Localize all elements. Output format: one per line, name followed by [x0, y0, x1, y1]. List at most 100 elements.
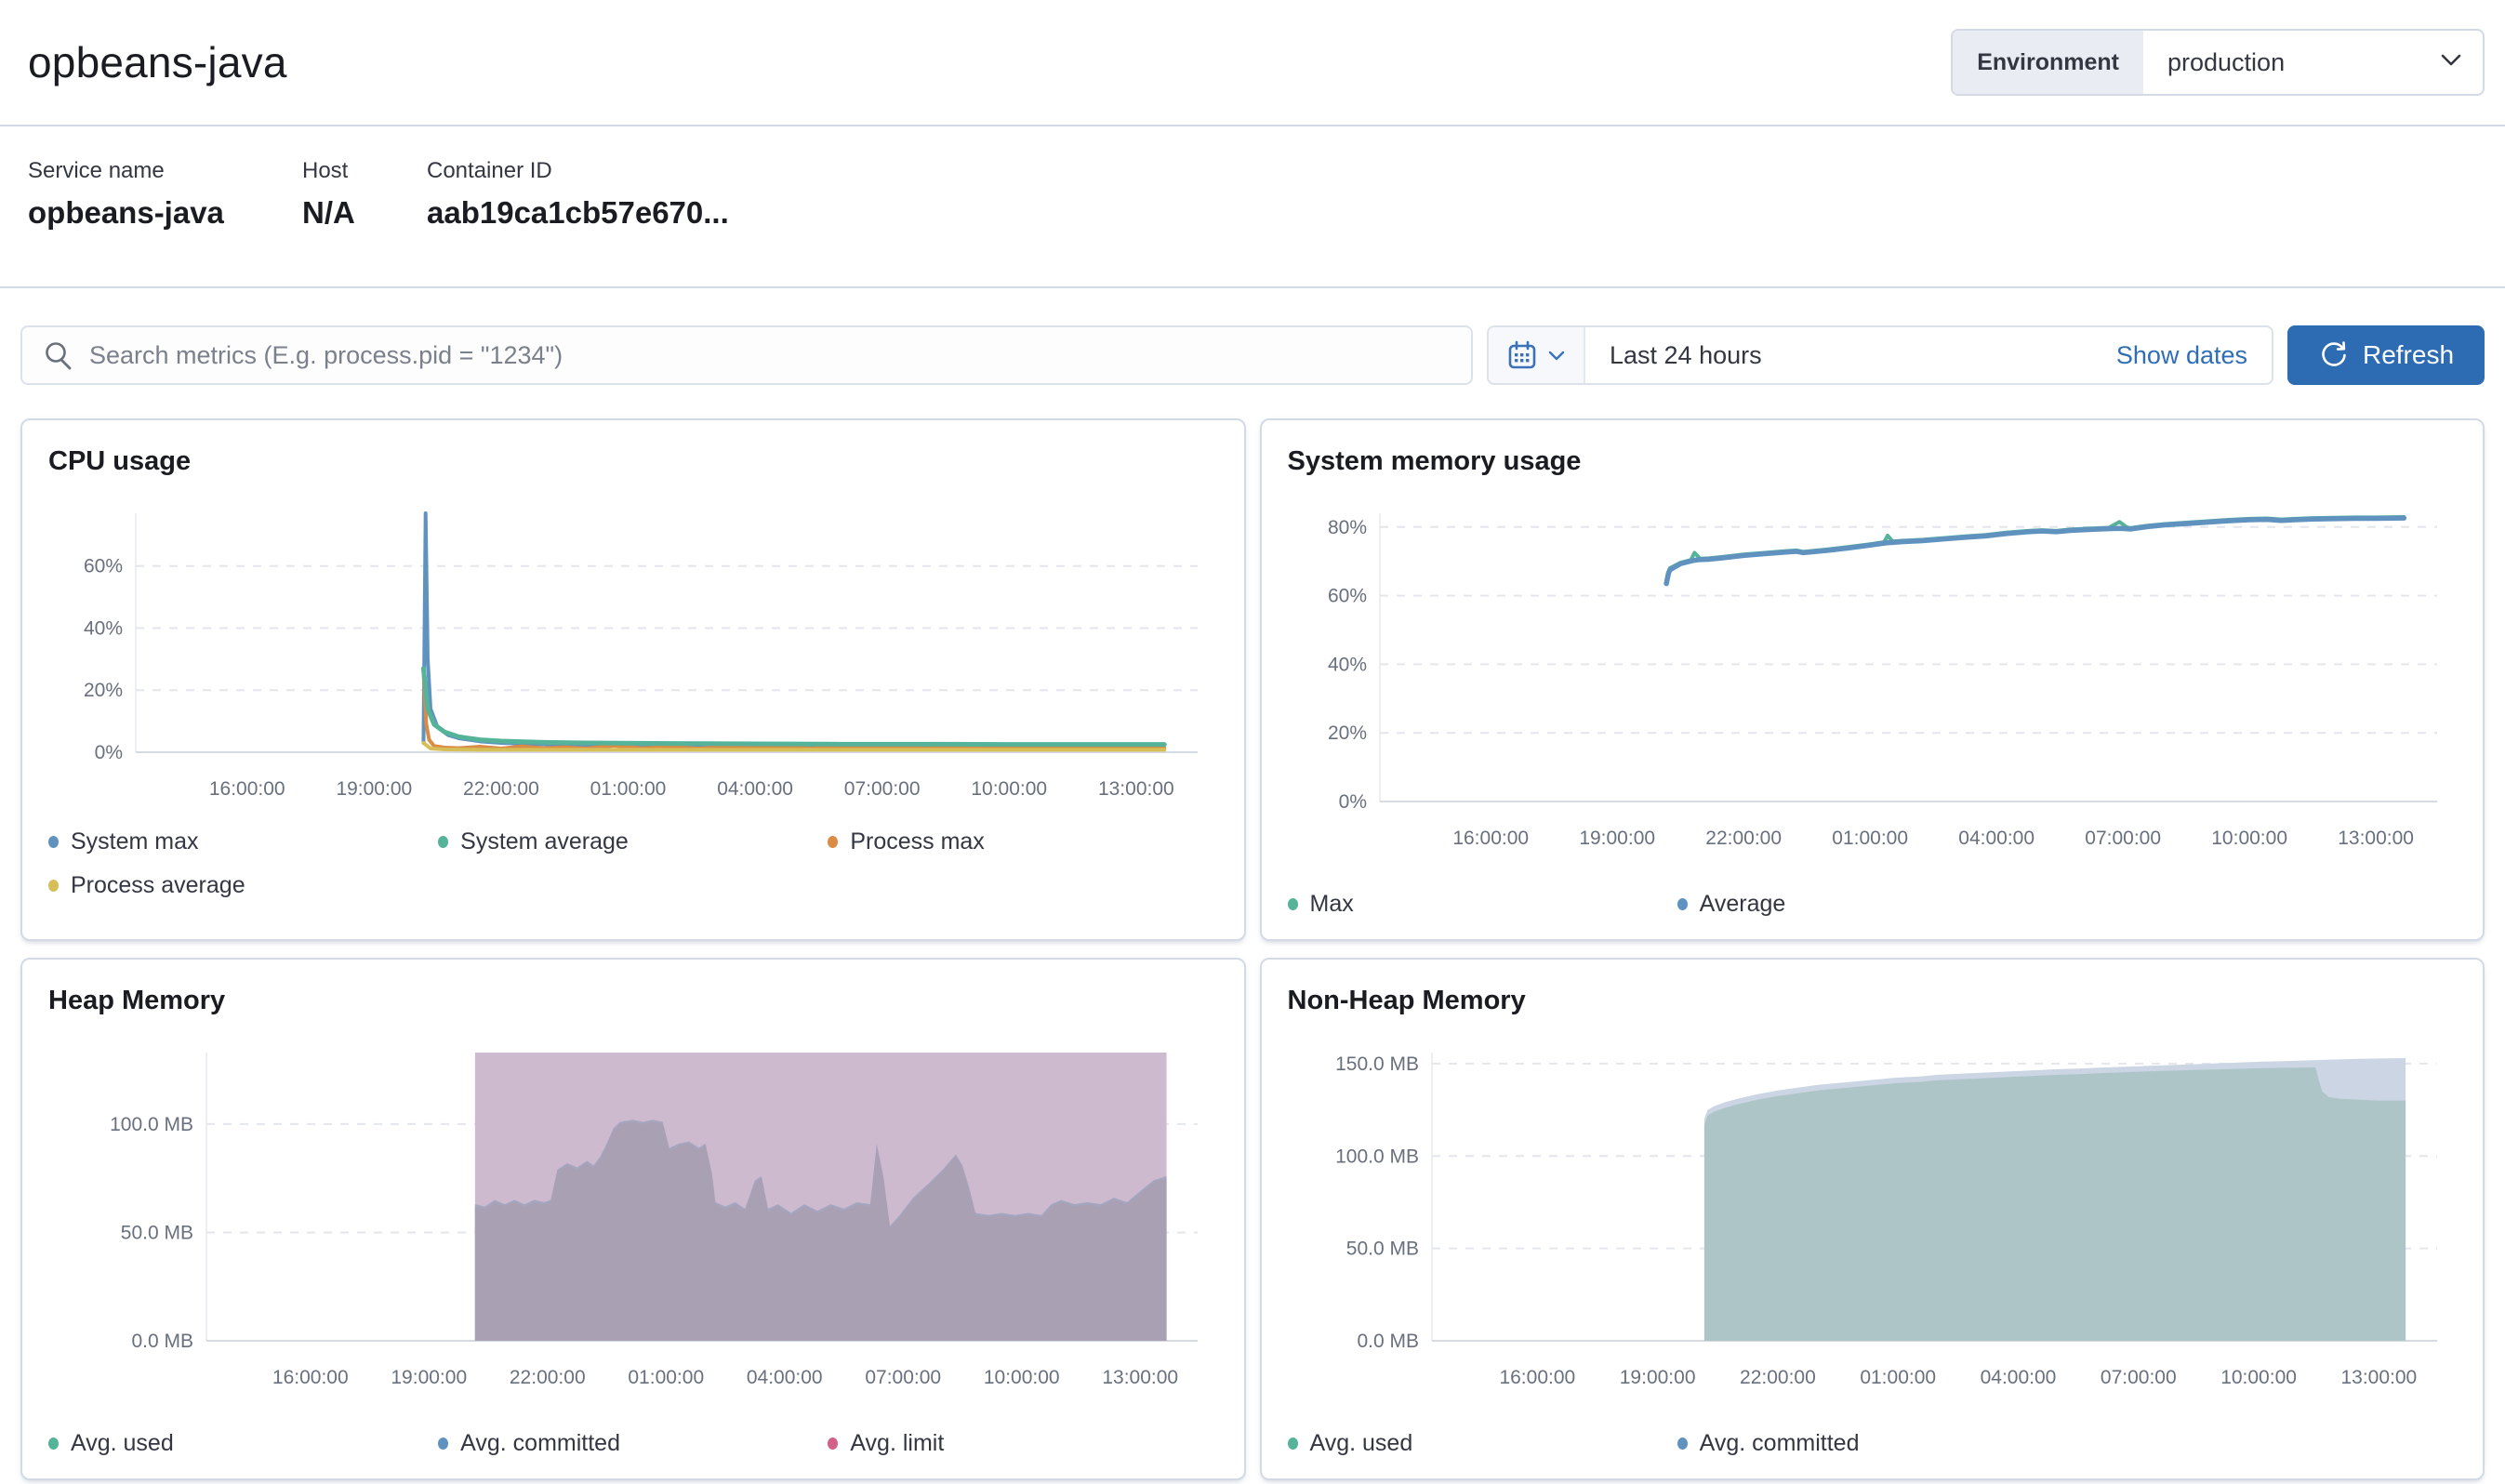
- page-title: opbeans-java: [28, 38, 287, 86]
- svg-text:01:00:00: 01:00:00: [1860, 1367, 1936, 1388]
- chart-title: System memory usage: [1287, 446, 1582, 476]
- svg-text:0%: 0%: [95, 742, 123, 763]
- legend-dot: [1677, 898, 1688, 910]
- stat-value: N/A: [302, 195, 355, 230]
- svg-text:01:00:00: 01:00:00: [590, 778, 667, 800]
- environment-select[interactable]: Environment production: [1951, 29, 2485, 96]
- svg-text:19:00:00: 19:00:00: [1619, 1367, 1695, 1388]
- svg-text:04:00:00: 04:00:00: [1958, 828, 2034, 849]
- legend-item[interactable]: Avg. used: [48, 1430, 438, 1457]
- svg-text:07:00:00: 07:00:00: [2100, 1367, 2176, 1388]
- svg-text:22:00:00: 22:00:00: [463, 778, 539, 800]
- legend-label: Avg. used: [1309, 1430, 1413, 1456]
- system-memory-panel: System memory usage 0% 20% 40% 60% 80% 16:00:…: [1259, 418, 2485, 941]
- svg-text:13:00:00: 13:00:00: [2338, 828, 2414, 849]
- stat-host: Host N/A: [302, 158, 427, 286]
- stat-service-name: Service name opbeans-java: [28, 158, 302, 286]
- legend-dot: [48, 1438, 59, 1450]
- stat-label: Container ID: [427, 158, 552, 183]
- svg-text:10:00:00: 10:00:00: [984, 1367, 1060, 1388]
- date-picker: Last 24 hours Show dates: [1487, 325, 2273, 385]
- legend-dot: [828, 836, 839, 848]
- environment-label: Environment: [1953, 31, 2143, 94]
- environment-selected-option: production: [2167, 47, 2286, 76]
- stat-value: aab19ca1cb57e670...: [427, 195, 729, 230]
- legend-item[interactable]: Avg. committed: [438, 1430, 828, 1457]
- legend-item[interactable]: Avg. limit: [828, 1430, 1217, 1457]
- svg-text:01:00:00: 01:00:00: [1832, 828, 1908, 849]
- svg-text:19:00:00: 19:00:00: [391, 1367, 467, 1388]
- metrics-toolbar: Last 24 hours Show dates Refresh: [0, 325, 2505, 385]
- environment-value[interactable]: production: [2143, 31, 2483, 94]
- svg-text:20%: 20%: [84, 680, 123, 701]
- search-icon: [46, 342, 72, 370]
- legend-item[interactable]: Process average: [48, 872, 438, 899]
- svg-text:16:00:00: 16:00:00: [1452, 828, 1529, 849]
- svg-text:22:00:00: 22:00:00: [510, 1367, 586, 1388]
- svg-text:60%: 60%: [1327, 586, 1366, 607]
- non-heap-memory-chart[interactable]: 0.0 MB 50.0 MB 100.0 MB 150.0 MB 16:00:00 19:…: [1288, 1047, 2458, 1397]
- heap-memory-chart[interactable]: 0.0 MB 50.0 MB 100.0 MB 16:00:00 19:00:00 22:…: [48, 1047, 1218, 1397]
- legend-item[interactable]: Avg. committed: [1677, 1430, 2067, 1457]
- svg-text:40%: 40%: [1327, 654, 1366, 675]
- legend-label: Avg. used: [71, 1430, 174, 1456]
- legend-label: Avg. limit: [850, 1430, 945, 1456]
- legend-dot: [1287, 898, 1298, 910]
- stat-label: Service name: [28, 158, 165, 183]
- svg-text:10:00:00: 10:00:00: [2220, 1367, 2297, 1388]
- svg-text:04:00:00: 04:00:00: [717, 778, 793, 800]
- heap-memory-panel: Heap Memory 0.0 MB 50.0 MB 100.0 MB 16:00:0…: [20, 958, 1246, 1480]
- legend-dot: [828, 1438, 839, 1450]
- heap-memory-legend: Avg. used Avg. committed Avg. limit: [48, 1430, 1218, 1457]
- cpu-usage-chart[interactable]: 0% 20% 40% 60% 16:00:00 19:00:00 22:00:00 01:00…: [48, 508, 1218, 808]
- legend-label: Avg. committed: [1699, 1430, 1860, 1456]
- svg-text:19:00:00: 19:00:00: [1579, 828, 1655, 849]
- svg-text:100.0 MB: 100.0 MB: [110, 1114, 193, 1135]
- svg-text:16:00:00: 16:00:00: [209, 778, 285, 800]
- svg-text:10:00:00: 10:00:00: [2211, 828, 2287, 849]
- chart-title: Heap Memory: [48, 986, 226, 1015]
- summary-divider: [0, 286, 2505, 288]
- refresh-button[interactable]: Refresh: [2287, 325, 2485, 385]
- service-summary: Service name opbeans-java Host N/A Conta…: [0, 126, 2505, 286]
- svg-text:100.0 MB: 100.0 MB: [1335, 1146, 1419, 1167]
- legend-item[interactable]: Max: [1287, 891, 1677, 918]
- legend-item[interactable]: Process max: [828, 828, 1217, 855]
- system-memory-chart[interactable]: 0% 20% 40% 60% 80% 16:00:00 19:00:00 22:00:00 01…: [1288, 508, 2458, 857]
- quick-select-button[interactable]: [1489, 327, 1585, 383]
- svg-text:0%: 0%: [1338, 791, 1366, 813]
- svg-text:10:00:00: 10:00:00: [971, 778, 1047, 800]
- refresh-label: Refresh: [2362, 340, 2455, 369]
- chart-title: Non-Heap Memory: [1287, 986, 1526, 1015]
- stat-label: Host: [302, 158, 349, 183]
- legend-label: Process max: [850, 828, 985, 855]
- cpu-usage-legend: System max System average Process max Proce…: [48, 828, 1218, 899]
- non-heap-memory-legend: Avg. used Avg. committed: [1287, 1430, 2458, 1457]
- legend-item[interactable]: System max: [48, 828, 438, 855]
- chevron-down-icon: [2438, 46, 2464, 79]
- legend-label: System average: [460, 828, 629, 855]
- svg-text:16:00:00: 16:00:00: [272, 1367, 349, 1388]
- svg-text:50.0 MB: 50.0 MB: [121, 1222, 193, 1243]
- cpu-usage-panel: CPU usage 0% 20% 40% 60% 16:00:00 19:00:00 22:…: [20, 418, 1246, 941]
- svg-text:07:00:00: 07:00:00: [865, 1367, 941, 1388]
- legend-item[interactable]: Avg. used: [1287, 1430, 1677, 1457]
- svg-text:22:00:00: 22:00:00: [1705, 828, 1782, 849]
- page-header: opbeans-java Environment production: [0, 0, 2505, 125]
- svg-text:60%: 60%: [84, 556, 123, 577]
- svg-text:150.0 MB: 150.0 MB: [1335, 1053, 1419, 1075]
- legend-item[interactable]: System average: [438, 828, 828, 855]
- svg-text:01:00:00: 01:00:00: [628, 1367, 704, 1388]
- svg-text:13:00:00: 13:00:00: [1098, 778, 1174, 800]
- system-memory-legend: Max Average: [1287, 891, 2458, 918]
- refresh-icon: [2322, 341, 2346, 366]
- svg-text:20%: 20%: [1327, 722, 1366, 744]
- svg-text:0.0 MB: 0.0 MB: [1357, 1331, 1419, 1352]
- search-input[interactable]: [89, 327, 1471, 383]
- time-range-value[interactable]: Last 24 hours: [1610, 340, 1762, 369]
- show-dates-link[interactable]: Show dates: [2115, 340, 2247, 369]
- legend-item[interactable]: Average: [1677, 891, 2067, 918]
- legend-dot: [48, 880, 59, 892]
- svg-text:07:00:00: 07:00:00: [844, 778, 921, 800]
